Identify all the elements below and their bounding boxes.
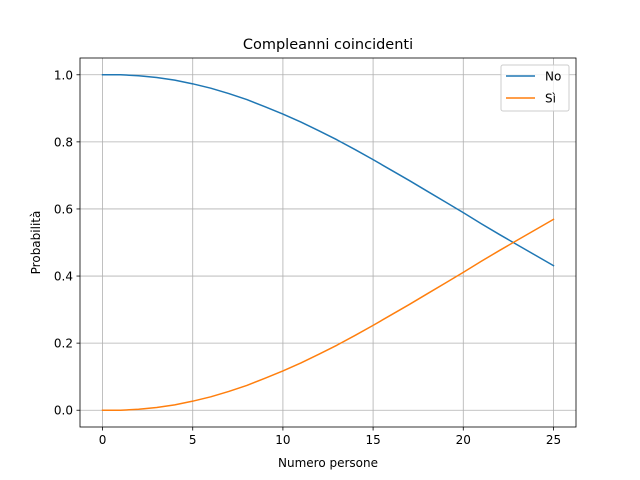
grid (80, 58, 576, 427)
series-line-si (101, 218, 555, 411)
y-tick-label: 0.0 (54, 404, 73, 418)
y-tick-label: 0.4 (54, 270, 73, 284)
y-tick-label: 0.6 (54, 202, 73, 216)
y-tick-label: 0.8 (54, 135, 73, 149)
x-tick-label: 15 (365, 433, 380, 447)
legend-label-si: Sì (545, 92, 556, 106)
chart-title: Compleanni coincidenti (243, 37, 413, 53)
x-tick-label: 20 (456, 433, 471, 447)
y-axis-title: Probabilità (29, 211, 43, 275)
plot-area-frame (79, 57, 577, 428)
axis-ticks: 0 5 10 15 20 25 0.0 0.2 0.4 0.6 0.8 1.0 (54, 68, 561, 447)
x-axis-title: Numero persone (278, 456, 378, 470)
series-line-no (101, 74, 555, 267)
x-tick-label: 10 (275, 433, 290, 447)
x-tick-label: 0 (99, 433, 107, 447)
legend-label-no: No (545, 70, 561, 84)
y-tick-label: 1.0 (54, 68, 73, 82)
x-tick-label: 5 (189, 433, 197, 447)
x-tick-label: 25 (546, 433, 561, 447)
legend: No Sì (500, 64, 570, 112)
y-tick-label: 0.2 (54, 337, 73, 351)
series-lines (101, 74, 555, 411)
